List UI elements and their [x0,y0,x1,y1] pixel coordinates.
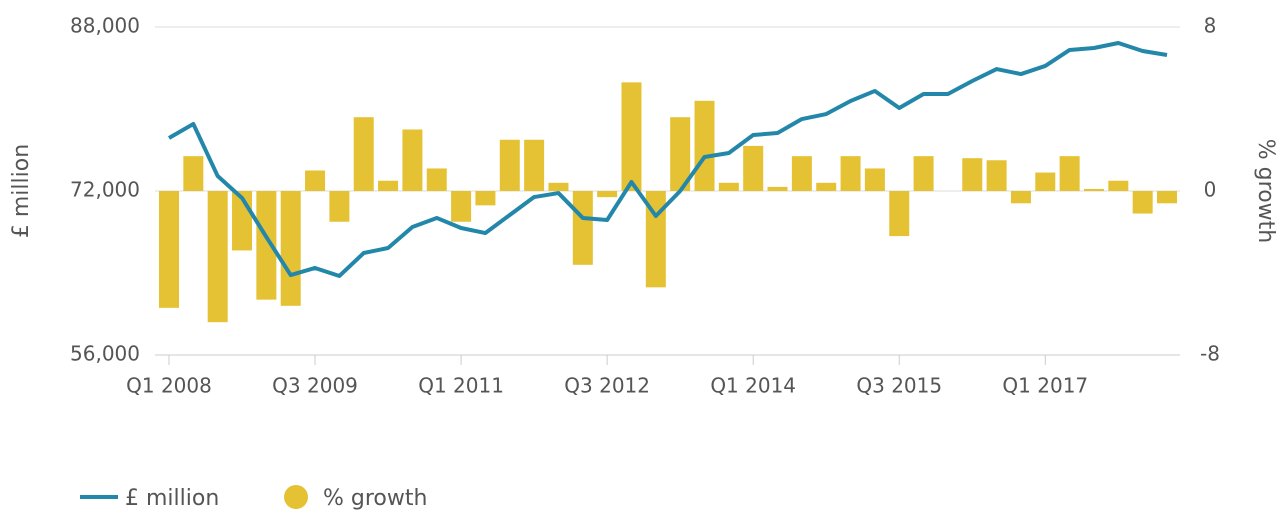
bar [791,156,812,191]
bar [962,158,983,191]
bar [1108,180,1129,191]
bar [572,191,593,265]
y-tick-label: 56,000 [70,342,140,366]
bar [451,191,472,222]
legend-swatch [284,485,308,509]
line [168,40,1168,278]
bar [694,100,715,191]
bar [353,117,374,191]
bar [426,168,447,191]
x-tick-label: Q1 2008 [126,374,212,398]
y2-tick-label: -8 [1200,342,1220,366]
bar [1059,156,1080,191]
bar [207,191,228,323]
bar [548,182,569,191]
bar [840,156,861,191]
bar [1157,191,1177,204]
bar [621,82,642,191]
bar [378,180,399,191]
bar [183,156,204,191]
bar [986,160,1007,191]
x-tick-label: Q1 2017 [1002,374,1088,398]
y-tick-label: 72,000 [70,178,140,202]
y-tick-label: 88,000 [70,14,140,38]
y2-axis-title: % growth [1253,139,1278,243]
bar [767,186,788,191]
x-tick-label: Q3 2009 [272,374,358,398]
x-tick-label: Q1 2011 [418,374,504,398]
bar [305,170,326,191]
bar [1035,172,1056,191]
bar [402,129,423,191]
bar [499,139,520,191]
y-axis-title: £ million [9,144,34,238]
x-tick-label: Q1 2014 [710,374,796,398]
bar [159,191,179,308]
bar [864,168,885,191]
legend-label: £ million [125,486,219,511]
bar [597,191,618,198]
y2-tick-label: 0 [1204,178,1217,202]
bar [329,191,350,222]
x-tick-label: Q3 2015 [856,374,942,398]
x-tick-label: Q3 2012 [564,374,650,398]
bar [1132,191,1153,214]
bar [524,139,545,191]
legend-label: % growth [323,486,427,511]
bar [280,191,301,306]
y2-tick-label: 8 [1204,14,1217,38]
bar [670,117,691,191]
bar [743,145,764,191]
bar [913,156,934,191]
bar [645,191,666,288]
bar [889,191,910,237]
bar [256,191,277,300]
bar [718,182,739,191]
bar [1083,188,1104,191]
bar [816,182,837,191]
bar [1010,191,1031,204]
bar [475,191,496,206]
